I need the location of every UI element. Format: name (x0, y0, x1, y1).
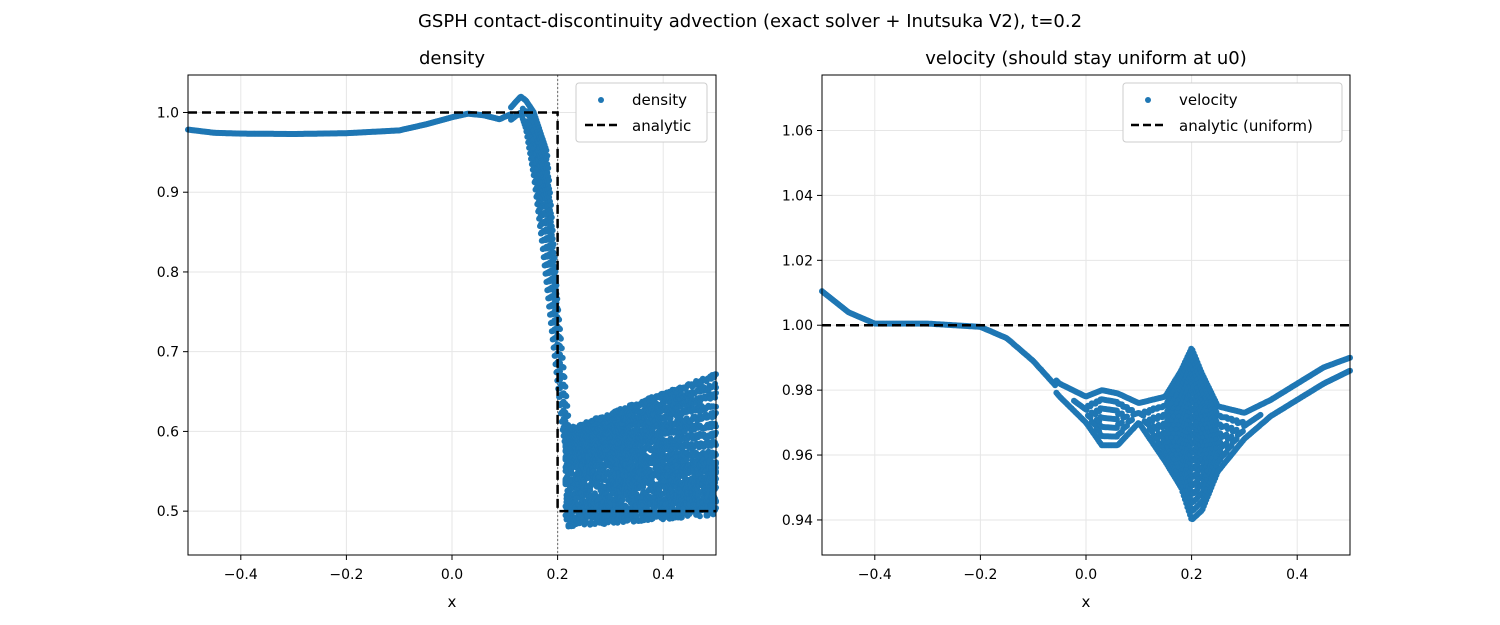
density-data (185, 75, 719, 555)
density-title: density (419, 48, 485, 69)
y-tick-label: 0.8 (157, 265, 179, 281)
data-point (1129, 416, 1135, 423)
data-point (557, 326, 563, 333)
data-point (633, 512, 640, 519)
density-legend: density analytic (575, 82, 708, 143)
data-point (546, 177, 553, 184)
density-legend-box (575, 82, 708, 143)
x-tick-label: 0.0 (441, 567, 463, 583)
density-panel: density −0.4 −0.2 0.0 0.2 0.4 0.5 0.6 0.7 0.8 0.9… (157, 48, 719, 611)
analytic-line (188, 111, 716, 513)
data-point (543, 147, 550, 154)
data-point (548, 214, 555, 221)
data-point (547, 189, 553, 196)
data-point (549, 235, 556, 242)
data-point (559, 354, 566, 361)
data-point (560, 364, 567, 371)
data-point (545, 165, 552, 172)
density-xlabel: x (448, 593, 457, 611)
data-point (565, 412, 572, 419)
y-tick-label: 0.6 (157, 424, 179, 440)
density-axes-frame (187, 74, 717, 556)
data-point (614, 519, 621, 526)
data-point (625, 517, 631, 524)
density-ticks: −0.4 −0.2 0.0 0.2 0.4 0.5 0.6 0.7 0.8 0.9 1.0 (157, 105, 675, 583)
data-point (549, 227, 556, 234)
data-point (552, 268, 559, 275)
data-point (557, 335, 564, 342)
x-tick-label: 0.4 (652, 567, 674, 583)
x-tick-label: −0.2 (329, 567, 363, 583)
y-tick-label: 0.5 (157, 504, 179, 520)
data-point (564, 402, 571, 409)
data-point (696, 513, 703, 520)
velocity-panel: velocity (should stay uniform at u0) −0.… (782, 48, 1353, 611)
data-point (544, 152, 551, 159)
data-point (712, 394, 719, 401)
x-tick-label: 0.2 (546, 567, 568, 583)
y-tick-label: 0.9 (157, 185, 179, 201)
data-point (584, 513, 591, 520)
data-point (551, 263, 558, 270)
data-point (547, 202, 554, 209)
data-point (550, 249, 557, 256)
density-legend-label-density: density (632, 91, 687, 109)
data-point (563, 393, 570, 400)
density-legend-marker (598, 97, 604, 103)
data-point (551, 254, 558, 261)
y-tick-label: 0.7 (157, 345, 179, 361)
data-point (550, 241, 557, 248)
figure-suptitle: GSPH contact-discontinuity advection (ex… (418, 11, 1082, 32)
data-point (562, 383, 569, 390)
data-point (561, 374, 568, 381)
x-tick-label: −0.4 (224, 567, 258, 583)
velocity-grid (822, 75, 1350, 555)
velocity-data (819, 288, 1353, 523)
y-tick-label: 1.0 (157, 105, 179, 121)
velocity-title: velocity (should stay uniform at u0) (925, 48, 1247, 69)
data-point (558, 345, 565, 352)
density-legend-label-analytic: analytic (632, 117, 691, 135)
